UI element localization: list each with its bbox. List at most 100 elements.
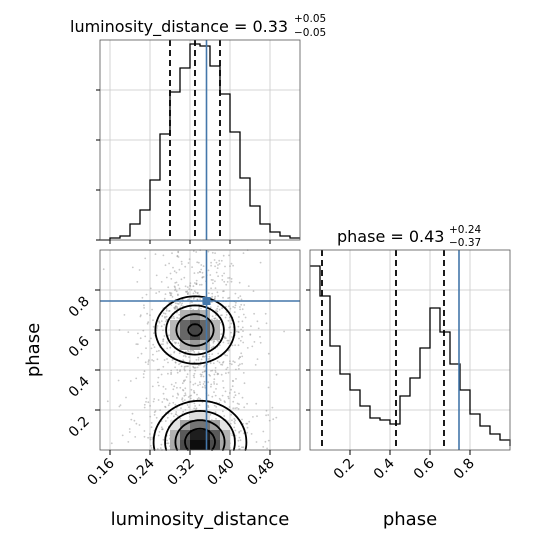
scatter-point <box>183 368 186 371</box>
scatter-point <box>222 360 225 363</box>
scatter-point <box>224 337 226 339</box>
scatter-point <box>232 360 235 363</box>
scatter-point <box>192 250 195 252</box>
scatter-point <box>134 436 137 438</box>
scatter-point <box>147 363 150 365</box>
scatter-point <box>169 346 172 349</box>
scatter-point <box>155 350 158 353</box>
scatter-point <box>231 385 234 388</box>
scatter-point <box>220 373 223 376</box>
scatter-point <box>224 390 227 393</box>
scatter-point <box>200 264 203 266</box>
scatter-point <box>184 409 187 411</box>
scatter-point <box>267 386 270 389</box>
scatter-point <box>248 420 251 423</box>
scatter-point <box>131 412 134 415</box>
scatter-point <box>174 288 177 291</box>
scatter-point <box>236 330 238 333</box>
y-tick-label-phase: 0.4 <box>66 373 93 400</box>
scatter-point <box>193 402 196 405</box>
scatter-point <box>155 416 158 419</box>
scatter-point <box>211 353 214 355</box>
y-tick-label-phase: 0.2 <box>66 414 93 441</box>
scatter-point <box>223 415 226 417</box>
scatter-point <box>192 383 195 386</box>
scatter-point <box>187 396 190 398</box>
scatter-point <box>164 405 167 408</box>
scatter-point <box>227 371 230 374</box>
scatter-point <box>190 394 193 397</box>
scatter-point <box>186 404 189 406</box>
scatter-point <box>214 280 216 283</box>
density-cell <box>180 430 190 440</box>
scatter-point <box>149 287 152 290</box>
scatter-point <box>199 298 202 300</box>
scatter-point <box>228 316 231 319</box>
scatter-point <box>234 292 237 295</box>
x-tick-label-ld: 0.32 <box>164 456 197 489</box>
scatter-point <box>160 320 163 322</box>
scatter-point <box>240 298 243 301</box>
scatter-point <box>229 307 232 310</box>
scatter-point <box>178 313 181 316</box>
scatter-point <box>232 400 235 403</box>
scatter-point <box>145 397 148 400</box>
scatter-point <box>215 406 218 408</box>
scatter-point <box>169 272 172 275</box>
scatter-point <box>172 395 174 398</box>
scatter-point <box>192 374 195 377</box>
scatter-point <box>216 291 219 294</box>
scatter-point <box>197 261 200 264</box>
scatter-point <box>143 403 146 406</box>
scatter-point <box>234 422 236 425</box>
scatter-point <box>176 386 178 389</box>
scatter-point <box>228 406 231 408</box>
scatter-point <box>165 398 168 401</box>
scatter-point <box>227 395 230 398</box>
scatter-point <box>144 361 147 364</box>
scatter-point <box>240 352 243 355</box>
density-cell <box>200 340 210 350</box>
scatter-point <box>210 383 213 386</box>
histogram-step <box>310 265 511 446</box>
scatter-point <box>233 396 236 399</box>
scatter-point <box>180 278 183 281</box>
scatter-point <box>239 439 242 442</box>
scatter-point <box>176 316 179 319</box>
scatter-point <box>182 400 184 403</box>
ld-title-sup: +0.05 <box>294 13 326 25</box>
scatter-point <box>175 281 178 284</box>
density-cell <box>200 430 210 440</box>
scatter-point <box>218 259 221 262</box>
scatter-point <box>238 392 240 395</box>
scatter-point <box>167 442 170 445</box>
scatter-point <box>165 308 168 310</box>
scatter-point <box>162 339 165 341</box>
contour-line <box>164 304 236 451</box>
scatter-point <box>209 306 212 309</box>
scatter-point <box>207 358 210 360</box>
scatter-point <box>176 371 179 374</box>
scatter-point <box>139 337 142 340</box>
x-tick-label-ld: 0.48 <box>244 456 277 489</box>
scatter-point <box>230 280 233 283</box>
scatter-point <box>220 259 223 262</box>
scatter-point <box>176 254 179 257</box>
scatter-point <box>210 370 212 372</box>
scatter-point <box>239 308 242 311</box>
scatter-point <box>253 312 256 315</box>
scatter-point <box>237 331 240 333</box>
scatter-point <box>190 388 193 391</box>
scatter-point <box>169 294 172 297</box>
scatter-point <box>172 266 174 269</box>
scatter-point <box>185 376 188 378</box>
scatter-point <box>217 340 220 343</box>
scatter-point <box>239 295 242 297</box>
scatter-point <box>146 312 149 315</box>
scatter-point <box>275 373 278 376</box>
scatter-point <box>181 397 184 400</box>
scatter-point <box>246 426 249 429</box>
scatter-point <box>198 404 201 406</box>
scatter-point <box>176 414 179 417</box>
scatter-point <box>218 308 221 311</box>
